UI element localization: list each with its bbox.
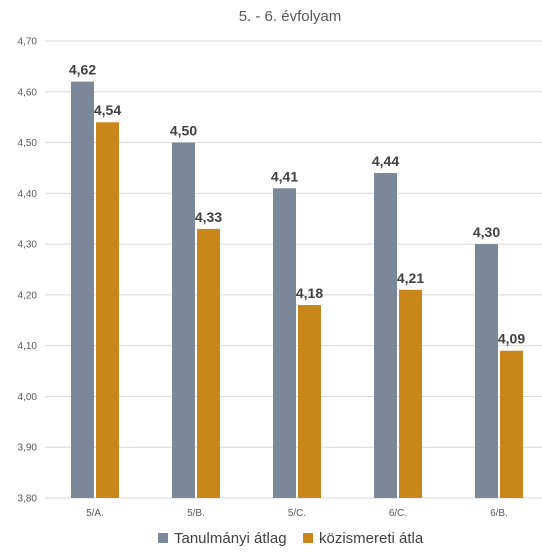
data-label: 4,33 [195, 209, 222, 225]
chart-title: 5. - 6. évfolyam [239, 8, 342, 25]
bar-kozismereti [298, 305, 321, 498]
bar-tanulmanyi [374, 173, 397, 498]
x-category-label: 6/B. [490, 508, 508, 519]
x-axis-categories: 5/A. 5/B. 5/C. 6/C. 6/B. [86, 508, 508, 519]
data-label: 4,18 [296, 285, 323, 301]
y-tick-label: 4,60 [18, 87, 38, 98]
y-tick-label: 4,30 [18, 240, 38, 251]
y-tick-label: 4,00 [18, 392, 38, 403]
x-category-label: 5/B. [187, 508, 205, 519]
bars [71, 81, 523, 499]
y-tick-label: 4,50 [18, 138, 38, 149]
data-label: 4,50 [170, 123, 197, 139]
x-category-label: 5/A. [86, 508, 104, 519]
bar-kozismereti [500, 350, 523, 498]
legend: Tanulmányi átlag közismereti átla [158, 530, 424, 547]
legend-label: Tanulmányi átlag [174, 530, 287, 547]
data-label: 4,41 [271, 168, 298, 184]
y-tick-label: 4,20 [18, 290, 38, 301]
bar-tanulmanyi [71, 81, 94, 498]
y-tick-label: 3,80 [18, 494, 38, 505]
bar-kozismereti [399, 289, 422, 498]
legend-label: közismereti átla [319, 530, 424, 547]
y-tick-label: 4,10 [18, 341, 38, 352]
data-label: 4,21 [397, 270, 424, 286]
data-labels: 4,62 4,54 4,50 4,33 4,41 4,18 4,44 4,21 4,30 4,09 [69, 62, 525, 347]
legend-swatch [303, 533, 313, 543]
bar-tanulmanyi [273, 188, 296, 498]
data-label: 4,30 [473, 224, 500, 240]
data-label: 4,44 [372, 153, 399, 169]
data-label: 4,54 [94, 102, 121, 118]
data-label: 4,09 [498, 331, 525, 347]
bar-kozismereti [96, 122, 119, 498]
x-category-label: 5/C. [288, 508, 306, 519]
x-category-label: 6/C. [389, 508, 407, 519]
y-tick-label: 4,40 [18, 189, 38, 200]
bar-tanulmanyi [475, 244, 498, 498]
legend-swatch [158, 533, 168, 543]
y-tick-label: 3,90 [18, 443, 38, 454]
bar-tanulmanyi [172, 142, 195, 499]
data-label: 4,62 [69, 62, 96, 78]
y-axis-ticks: 3,80 3,90 4,00 4,10 4,20 4,30 4,40 4,50 4,60 4,70 [18, 37, 38, 505]
y-tick-label: 4,70 [18, 37, 38, 48]
bar-kozismereti [197, 228, 220, 498]
